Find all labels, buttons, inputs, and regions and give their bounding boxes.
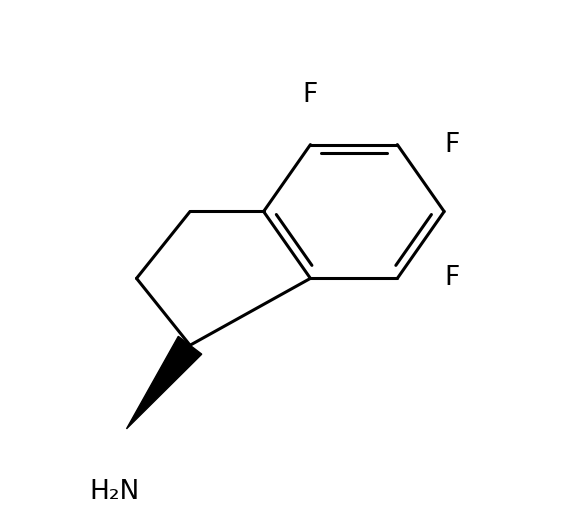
Text: F: F xyxy=(444,266,459,292)
Polygon shape xyxy=(126,337,201,429)
Text: F: F xyxy=(302,82,318,108)
Text: H₂N: H₂N xyxy=(90,479,140,505)
Text: F: F xyxy=(444,131,459,157)
